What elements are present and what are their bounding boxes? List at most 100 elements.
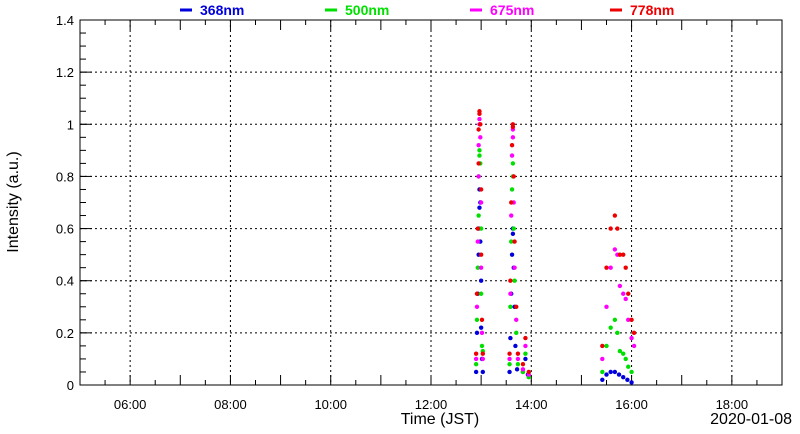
y-tick-label: 0.2 — [56, 326, 74, 341]
data-point-778nm — [511, 174, 516, 179]
data-point-675nm — [629, 335, 634, 341]
data-point-368nm — [478, 278, 484, 283]
data-point-368nm — [509, 252, 515, 257]
data-point-368nm — [625, 377, 630, 382]
data-point-675nm — [514, 317, 519, 323]
data-point-368nm — [478, 325, 484, 330]
data-point-368nm — [508, 335, 513, 341]
data-point-500nm — [600, 369, 605, 375]
data-point-675nm — [507, 356, 512, 362]
data-point-500nm — [608, 325, 613, 330]
x-axis-title: Time (JST) — [401, 411, 480, 428]
data-point-778nm — [507, 351, 512, 356]
x-tick-label: 10:00 — [314, 397, 347, 412]
data-point-778nm — [512, 239, 517, 244]
data-point-778nm — [523, 335, 528, 341]
data-point-778nm — [478, 122, 483, 127]
y-tick-label: 0 — [67, 378, 74, 393]
data-point-500nm — [477, 153, 482, 158]
data-point-368nm — [600, 377, 605, 382]
legend-label: 500nm — [345, 2, 389, 18]
data-point-675nm — [621, 291, 626, 296]
data-point-500nm — [621, 351, 626, 356]
data-point-675nm — [478, 200, 484, 205]
data-point-500nm — [478, 226, 484, 231]
data-point-675nm — [520, 367, 526, 372]
data-point-778nm — [509, 200, 514, 205]
data-point-778nm — [475, 226, 480, 231]
data-point-778nm — [631, 330, 637, 336]
data-point-778nm — [623, 265, 628, 270]
data-point-368nm — [608, 369, 613, 375]
data-point-368nm — [629, 380, 634, 385]
data-point-675nm — [612, 247, 618, 252]
data-point-778nm — [509, 142, 515, 148]
data-point-675nm — [600, 356, 605, 362]
x-tick-label: 18:00 — [716, 397, 749, 412]
plot-frame — [79, 19, 783, 386]
data-point-675nm — [631, 343, 637, 349]
data-point-500nm — [512, 278, 517, 283]
data-point-675nm — [509, 153, 515, 158]
data-point-368nm — [523, 356, 528, 362]
data-point-778nm — [478, 252, 484, 257]
data-point-778nm — [608, 226, 613, 231]
data-point-675nm — [512, 265, 517, 270]
data-point-500nm — [474, 317, 480, 323]
data-point-778nm — [479, 317, 485, 323]
y-axis-title: Intensity (a.u.) — [5, 151, 22, 252]
data-point-500nm — [523, 351, 528, 356]
data-point-675nm — [626, 317, 631, 323]
y-tick-label: 0.6 — [56, 222, 74, 237]
data-point-500nm — [510, 161, 516, 166]
data-point-778nm — [515, 351, 521, 356]
x-tick-label: 14:00 — [515, 397, 548, 412]
x-tick-label: 06:00 — [114, 397, 147, 412]
data-point-368nm — [513, 343, 518, 349]
data-point-778nm — [476, 127, 481, 132]
data-point-675nm — [475, 239, 480, 244]
data-point-500nm — [475, 265, 480, 270]
data-point-500nm — [477, 148, 482, 153]
data-point-778nm — [621, 252, 626, 257]
data-point-778nm — [626, 291, 631, 296]
date-label: 2020-01-08 — [710, 411, 792, 428]
data-point-500nm — [615, 330, 620, 336]
data-point-500nm — [478, 291, 484, 296]
y-tick-label: 1.4 — [56, 13, 74, 28]
data-point-778nm — [480, 351, 486, 356]
legend-label: 675nm — [490, 2, 534, 18]
data-point-675nm — [515, 356, 521, 362]
data-point-500nm — [476, 213, 481, 218]
data-point-778nm — [604, 265, 609, 270]
data-point-368nm — [612, 369, 618, 375]
data-point-675nm — [510, 135, 516, 140]
data-point-778nm — [600, 343, 605, 349]
x-tick-label: 08:00 — [214, 397, 247, 412]
data-point-778nm — [473, 351, 479, 356]
data-point-675nm — [473, 356, 479, 362]
y-tick-label: 0.8 — [56, 169, 74, 184]
data-point-778nm — [612, 213, 618, 218]
data-point-675nm — [480, 356, 486, 362]
x-tick-label: 12:00 — [415, 397, 448, 412]
x-tick-label: 16:00 — [615, 397, 648, 412]
data-point-500nm — [479, 343, 485, 349]
data-point-500nm — [612, 317, 618, 323]
data-point-368nm — [473, 369, 479, 375]
y-tick-label: 1.2 — [56, 65, 74, 80]
data-point-778nm — [615, 226, 620, 231]
data-point-368nm — [477, 205, 482, 210]
data-point-778nm — [526, 369, 531, 375]
data-point-778nm — [478, 187, 484, 192]
data-point-500nm — [623, 356, 628, 362]
y-tick-label: 1 — [67, 117, 74, 132]
legend-label: 778nm — [630, 2, 674, 18]
data-point-368nm — [621, 374, 626, 380]
data-point-368nm — [510, 231, 516, 236]
data-point-500nm — [604, 343, 609, 349]
data-point-778nm — [617, 252, 623, 257]
data-point-778nm — [629, 317, 634, 323]
data-point-500nm — [509, 187, 515, 192]
